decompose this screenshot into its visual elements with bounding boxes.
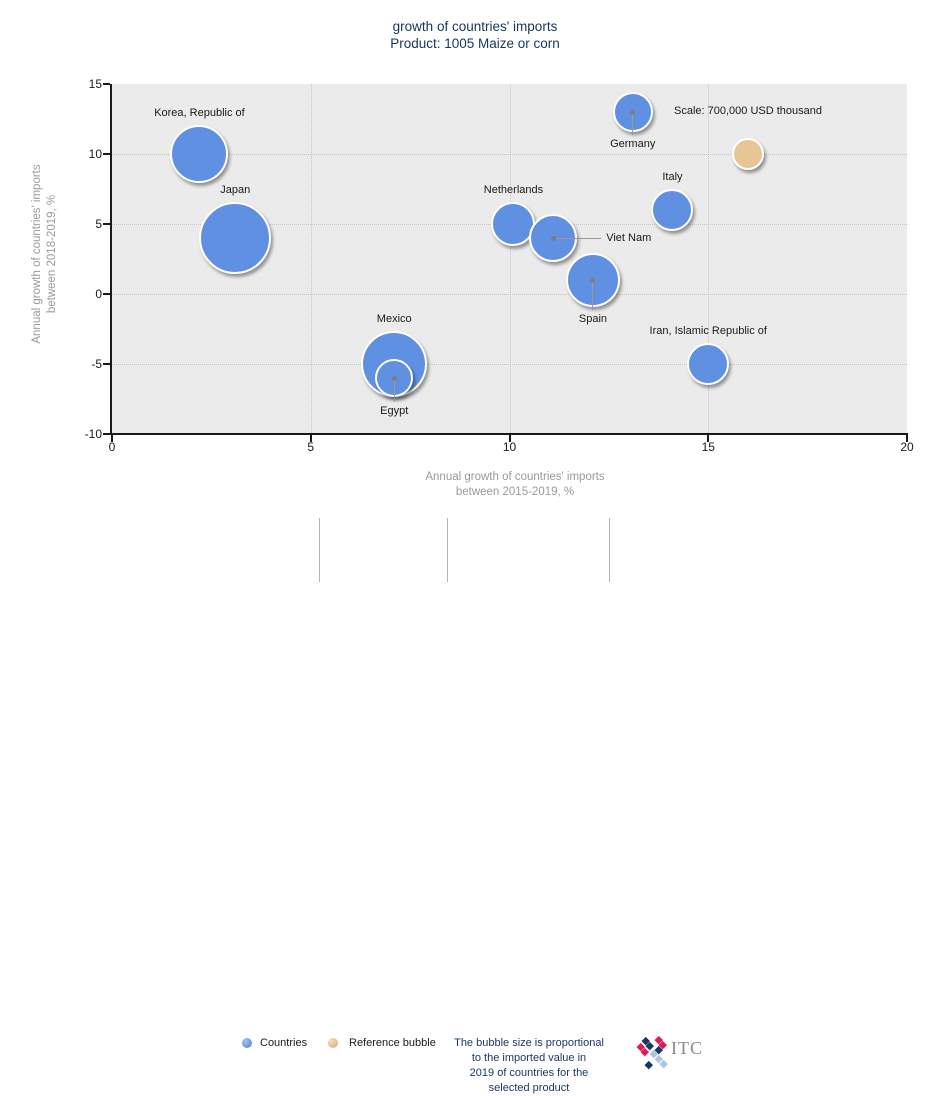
logo-diamond — [640, 1047, 649, 1056]
legend-note-line2: to the imported value in — [471, 1052, 587, 1064]
legend: Countries Reference bubble The bubble si… — [0, 510, 950, 1094]
countries-legend-icon — [242, 1038, 252, 1048]
x-tick — [309, 435, 312, 442]
logo-diamond — [659, 1059, 668, 1068]
bubble-korea-republic-of[interactable] — [170, 125, 229, 183]
logo-diamond — [644, 1060, 653, 1069]
legend-divider-2 — [447, 518, 448, 582]
leader-line — [592, 280, 594, 310]
x-tick — [707, 435, 710, 442]
gridline-vertical — [310, 84, 312, 433]
leader-dot — [630, 109, 636, 115]
reference-bubble — [732, 138, 764, 170]
countries-legend-label: Countries — [260, 1037, 308, 1049]
logo-diamond — [645, 1041, 654, 1050]
x-tick — [508, 435, 511, 442]
x-axis-line — [110, 433, 908, 435]
country-label: Mexico — [376, 313, 412, 325]
leader-dot — [391, 375, 397, 381]
leader-line — [393, 378, 395, 402]
country-label: Japan — [220, 184, 251, 196]
bubble-italy[interactable] — [651, 189, 694, 231]
x-tick — [906, 435, 908, 442]
country-label: Iran, Islamic Republic of — [649, 325, 767, 337]
gridline-vertical — [708, 84, 710, 433]
x-tick-label: 20 — [900, 440, 914, 454]
country-label: Viet Nam — [606, 232, 652, 244]
leader-line — [553, 237, 602, 239]
country-label: Spain — [578, 313, 608, 325]
y-tick-label: 10 — [88, 147, 102, 161]
legend-note-line3: 2019 of countries for the — [469, 1067, 589, 1079]
x-tick-label: 15 — [701, 440, 715, 454]
y-tick — [103, 363, 110, 365]
bubble-viet-nam[interactable] — [529, 214, 578, 262]
y-tick-label: 0 — [95, 287, 102, 301]
bubble-japan[interactable] — [199, 202, 272, 274]
chart-title-line1: growth of countries' imports — [392, 19, 558, 34]
gridline-vertical — [509, 84, 511, 433]
country-label: Germany — [610, 138, 656, 150]
bubble-iran-islamic-republic-of[interactable] — [687, 343, 730, 385]
y-tick — [103, 153, 110, 155]
y-tick — [103, 433, 110, 435]
x-axis-title: Annual growth of countries' imports betw… — [315, 470, 715, 500]
y-axis-title: Annual growth of countries' imports betw… — [30, 149, 60, 359]
leader-line — [632, 112, 634, 135]
legend-note-line1: The bubble size is proportional — [454, 1037, 604, 1049]
chart-title-line2: Product: 1005 Maize or corn — [390, 36, 560, 51]
y-axis-line — [110, 84, 112, 435]
y-tick-label: -10 — [84, 427, 102, 441]
itc-logo-text: ITC — [671, 1038, 703, 1058]
country-label: Netherlands — [483, 184, 544, 196]
x-tick-label: 5 — [307, 440, 315, 454]
legend-note: The bubble size is proportional to the i… — [448, 1036, 610, 1096]
x-tick-label: 10 — [502, 440, 517, 454]
leader-dot — [550, 235, 556, 241]
scale-reference-label: Scale: 700,000 USD thousand — [674, 105, 822, 117]
itc-logo-mark — [636, 1035, 669, 1071]
legend-divider-1 — [319, 518, 320, 582]
leader-dot — [590, 277, 596, 283]
y-tick — [103, 293, 110, 295]
x-tick-label: 0 — [108, 440, 116, 454]
y-tick-label: 5 — [95, 217, 102, 231]
itc-logo: ITC — [636, 1035, 747, 1073]
x-tick — [111, 435, 113, 442]
country-label: Egypt — [380, 405, 409, 417]
legend-note-line4: selected product — [488, 1082, 570, 1094]
y-tick — [103, 223, 110, 225]
y-tick-label: 15 — [88, 77, 102, 91]
x-axis-title-line1: Annual growth of countries' imports — [425, 471, 605, 483]
x-axis-title-line2: between 2015-2019, % — [455, 486, 575, 498]
y-tick — [103, 83, 110, 85]
country-label: Korea, Republic of — [154, 107, 245, 119]
reference-legend-icon — [328, 1038, 338, 1048]
country-label: Italy — [662, 171, 683, 183]
chart-title: growth of countries' imports Product: 10… — [0, 18, 950, 52]
legend-divider-3 — [609, 518, 610, 582]
reference-legend-label: Reference bubble — [349, 1037, 436, 1049]
y-tick-label: -5 — [91, 357, 102, 371]
y-axis-title-line2: between 2018-2019, % — [46, 194, 58, 314]
y-axis-title-line1: Annual growth of countries' imports — [31, 164, 43, 344]
